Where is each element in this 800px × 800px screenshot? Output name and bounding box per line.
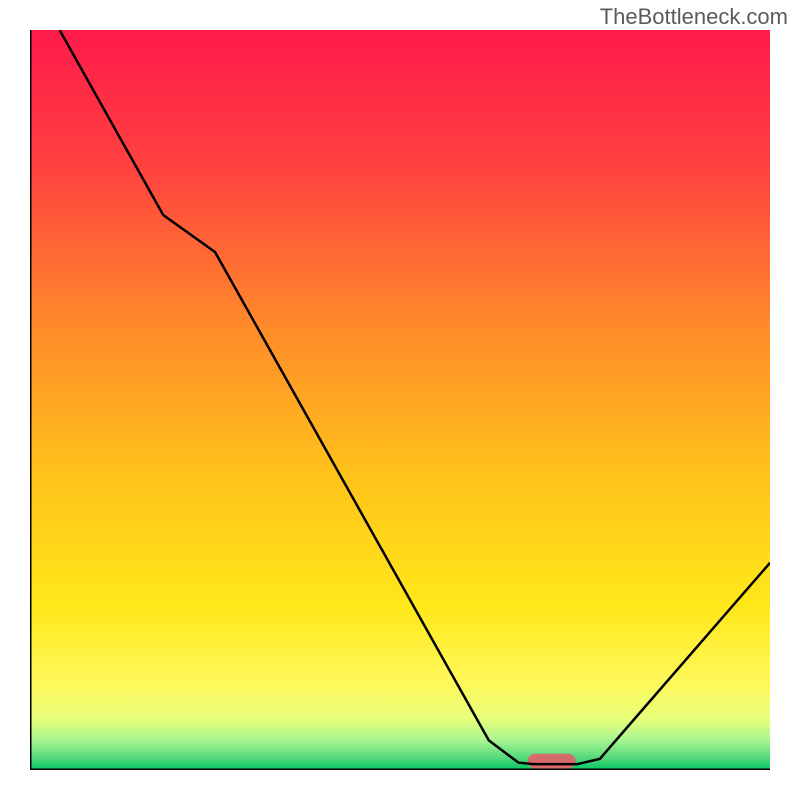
chart-svg: [30, 30, 770, 770]
optimal-marker: [528, 754, 576, 769]
bottleneck-chart: [30, 30, 770, 770]
chart-background: [30, 30, 770, 770]
watermark-text: TheBottleneck.com: [600, 4, 788, 30]
